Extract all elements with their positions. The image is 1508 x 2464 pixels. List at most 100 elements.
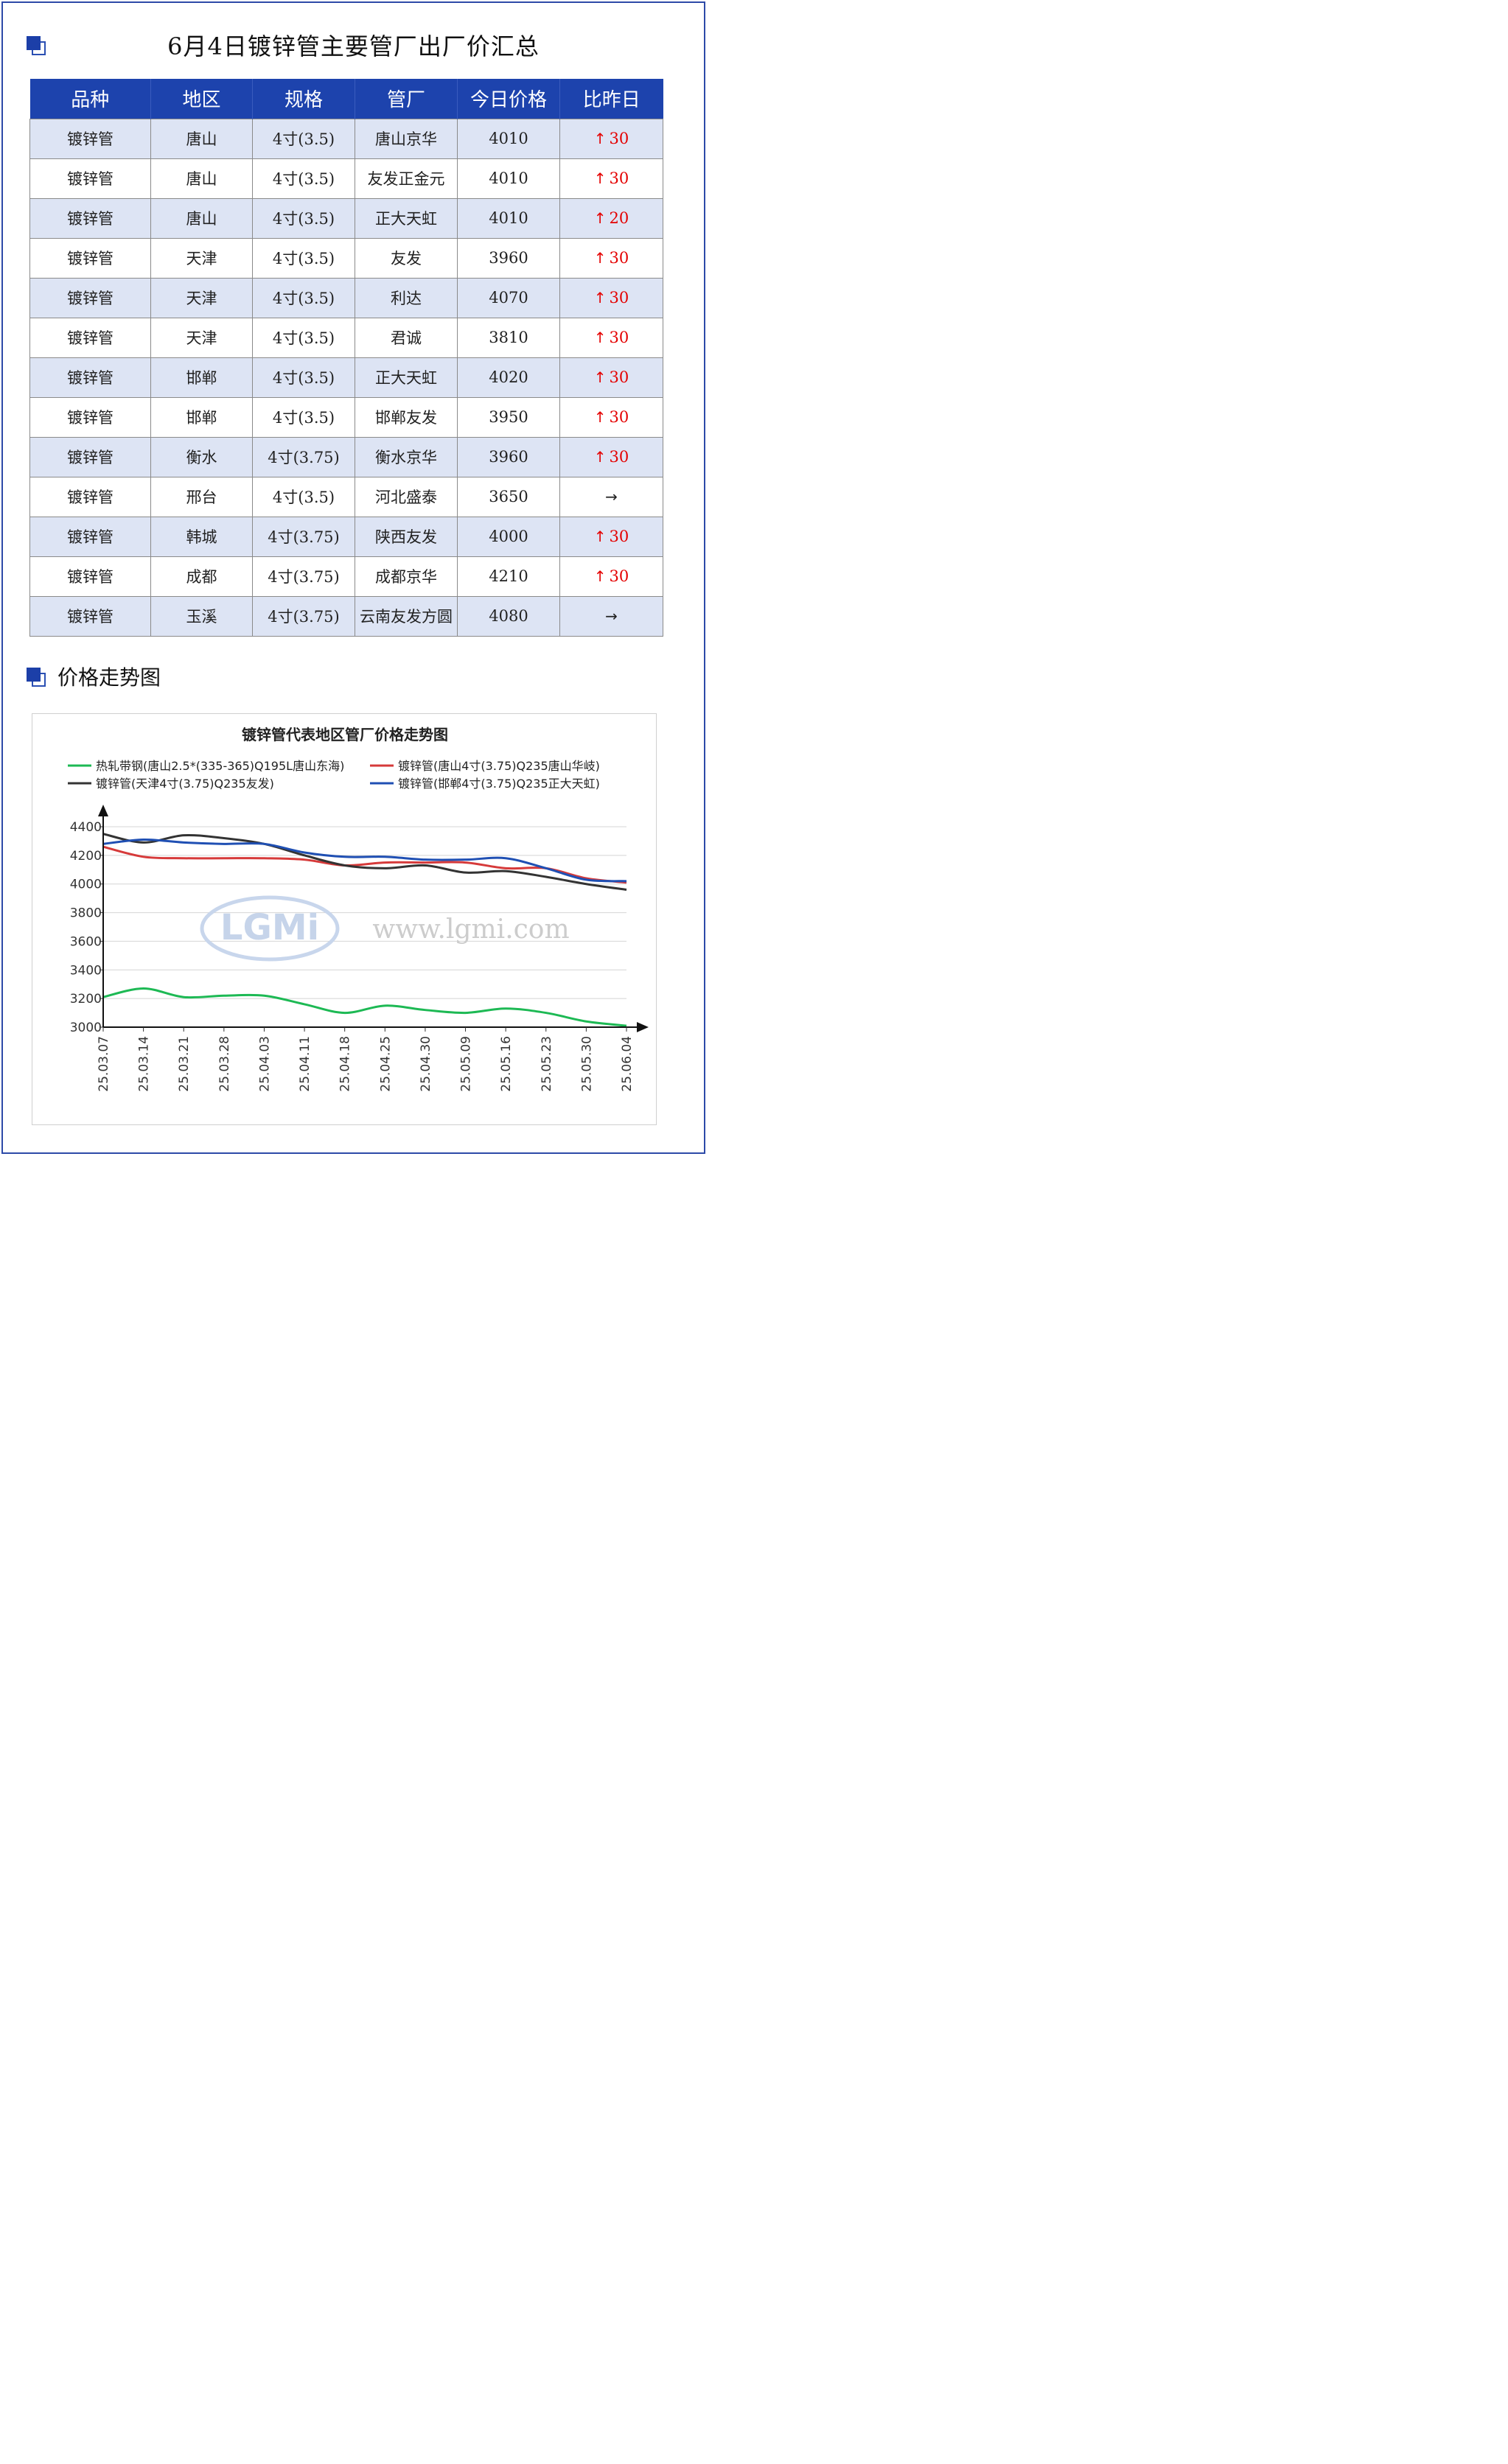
series-line: [102, 987, 627, 1027]
cell-product: 镀锌管: [29, 158, 151, 199]
cell-region: 邯郸: [150, 357, 253, 398]
x-tick-label: 25.06.04: [620, 1036, 635, 1092]
cell-price: 4010: [457, 118, 560, 159]
cell-region: 唐山: [150, 118, 253, 159]
change-value: 30: [609, 130, 629, 147]
cell-price: 3650: [457, 476, 560, 517]
up-arrow-icon: ↑: [593, 567, 607, 585]
x-tick-label: 25.05.09: [459, 1036, 474, 1092]
legend-label: 热轧带钢(唐山2.5*(335-365)Q195L唐山东海): [96, 759, 344, 773]
x-tick-label: 25.04.03: [257, 1036, 272, 1092]
cell-product: 镀锌管: [29, 476, 151, 517]
cell-change: ↑ 30: [559, 237, 663, 279]
series-line: [102, 838, 627, 883]
up-arrow-icon: ↑: [593, 169, 607, 187]
cell-change: ↑ 30: [559, 357, 663, 398]
cell-spec: 4寸(3.75): [252, 595, 355, 637]
cell-region: 天津: [150, 237, 253, 279]
cell-product: 镀锌管: [29, 595, 151, 637]
y-tick-label: 4200: [70, 849, 102, 864]
legend-label: 镀锌管(邯郸4寸(3.75)Q235正大天虹): [398, 777, 600, 791]
up-arrow-icon: ↑: [593, 528, 607, 545]
cell-change: ↑ 30: [559, 436, 663, 477]
table-row: 镀锌管 天津 4寸(3.5) 友发 3960 ↑ 30: [29, 237, 663, 279]
y-tick-label: 3200: [70, 992, 102, 1007]
cell-region: 天津: [150, 317, 253, 358]
change-value: 20: [609, 209, 629, 227]
chart-container: 镀锌管代表地区管厂价格走势图 热轧带钢(唐山2.5*(335-365)Q195L…: [32, 713, 657, 1125]
cell-change: →: [559, 476, 663, 517]
cell-spec: 4寸(3.5): [252, 357, 355, 398]
cell-region: 邯郸: [150, 396, 253, 438]
y-tick-label: 4000: [70, 878, 102, 892]
cell-price: 4010: [457, 158, 560, 199]
column-header-mill: 管厂: [355, 79, 458, 119]
cell-product: 镀锌管: [29, 436, 151, 477]
up-arrow-icon: ↑: [593, 130, 607, 147]
cell-price: 3950: [457, 396, 560, 438]
cell-mill: 正大天虹: [355, 357, 458, 398]
y-tick-label: 3000: [70, 1021, 102, 1035]
up-arrow-icon: ↑: [593, 368, 607, 386]
cell-mill: 君诚: [355, 317, 458, 358]
cell-product: 镀锌管: [29, 357, 151, 398]
cell-product: 镀锌管: [29, 118, 151, 159]
cell-spec: 4寸(3.5): [252, 277, 355, 318]
cell-mill: 成都京华: [355, 556, 458, 597]
change-value: 30: [609, 567, 629, 585]
cell-mill: 陕西友发: [355, 516, 458, 557]
cell-product: 镀锌管: [29, 317, 151, 358]
cell-price: 4010: [457, 197, 560, 239]
change-value: 30: [609, 169, 629, 187]
series-line: [102, 833, 627, 891]
table-row: 镀锌管 邯郸 4寸(3.5) 邯郸友发 3950 ↑ 30: [29, 396, 663, 438]
cell-spec: 4寸(3.5): [252, 118, 355, 159]
change-value: 30: [609, 289, 629, 307]
cell-mill: 衡水京华: [355, 436, 458, 477]
y-tick-label: 4400: [70, 820, 102, 835]
up-arrow-icon: ↑: [593, 448, 607, 466]
cell-region: 天津: [150, 277, 253, 318]
section-title: 价格走势图: [57, 665, 161, 690]
cell-price: 4080: [457, 595, 560, 637]
cell-price: 4020: [457, 357, 560, 398]
up-arrow-icon: ↑: [593, 408, 607, 426]
x-tick-label: 25.03.21: [177, 1036, 192, 1092]
section-square-icon: [27, 668, 46, 687]
flat-arrow-icon: →: [605, 488, 618, 505]
x-tick-label: 25.05.30: [579, 1036, 594, 1092]
x-tick-label: 25.05.23: [540, 1036, 554, 1092]
table-row: 镀锌管 唐山 4寸(3.5) 正大天虹 4010 ↑ 20: [29, 197, 663, 239]
column-header-region: 地区: [150, 79, 253, 119]
cell-spec: 4寸(3.75): [252, 516, 355, 557]
cell-region: 唐山: [150, 158, 253, 199]
column-header-spec: 规格: [252, 79, 355, 119]
change-value: 30: [609, 448, 629, 466]
cell-region: 唐山: [150, 197, 253, 239]
table-header-row: 品种 地区 规格 管厂 今日价格 比昨日: [29, 79, 663, 119]
table-row: 镀锌管 成都 4寸(3.75) 成都京华 4210 ↑ 30: [29, 556, 663, 597]
chart-title: 镀锌管代表地区管厂价格走势图: [242, 726, 448, 743]
chart-grid: 3000 3200 3400 3600 3800 4000 4200 4400: [70, 820, 626, 1035]
x-tick-label: 25.05.16: [499, 1036, 514, 1092]
cell-region: 成都: [150, 556, 253, 597]
column-header-change: 比昨日: [559, 79, 663, 119]
section-square-icon: [27, 36, 46, 55]
up-arrow-icon: ↑: [593, 329, 607, 346]
up-arrow-icon: ↑: [593, 249, 607, 267]
flat-arrow-icon: →: [605, 607, 618, 625]
cell-change: ↑ 30: [559, 396, 663, 438]
cell-product: 镀锌管: [29, 516, 151, 557]
x-tick-label: 25.03.07: [97, 1036, 111, 1092]
table-row: 镀锌管 邯郸 4寸(3.5) 正大天虹 4020 ↑ 30: [29, 357, 663, 398]
page-frame: [1, 1, 705, 1154]
cell-price: 4210: [457, 556, 560, 597]
logo-text: LGMi: [220, 907, 319, 948]
logo-ring: [200, 895, 340, 962]
table-row: 镀锌管 韩城 4寸(3.75) 陕西友发 4000 ↑ 30: [29, 516, 663, 557]
legend-label: 镀锌管(唐山4寸(3.75)Q235唐山华岐): [398, 759, 600, 773]
x-tick-label: 25.04.11: [298, 1036, 313, 1092]
cell-product: 镀锌管: [29, 197, 151, 239]
up-arrow-icon: ↑: [593, 289, 607, 307]
y-tick-label: 3400: [70, 963, 102, 978]
